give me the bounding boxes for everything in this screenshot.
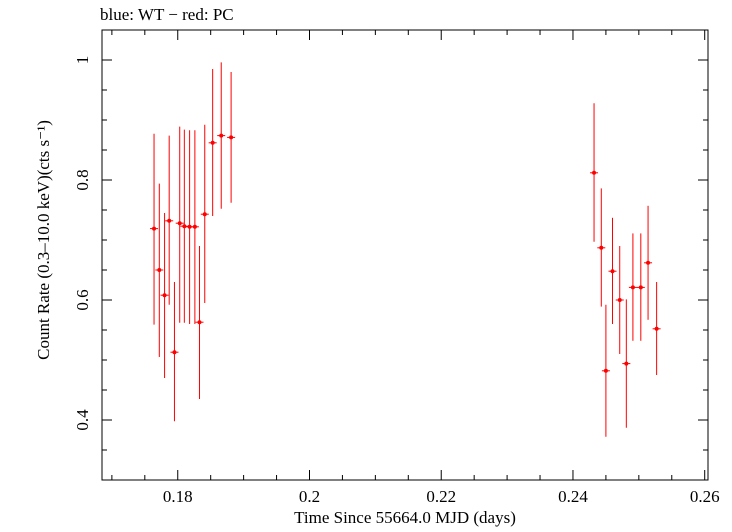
point-marker <box>603 368 608 373</box>
point-marker <box>187 224 192 229</box>
data-point <box>644 205 653 320</box>
point-marker <box>157 268 162 272</box>
point-marker <box>192 224 197 229</box>
point-marker <box>654 326 659 331</box>
data-point <box>608 217 617 324</box>
data-point <box>190 130 199 324</box>
point-marker <box>229 135 234 140</box>
data-point <box>597 188 606 307</box>
x-axis-ticks: 0.18 0.2 0.22 0.24 0.26 <box>111 30 720 506</box>
y-tick-label: 0.8 <box>73 169 92 190</box>
plot-frame <box>101 29 709 481</box>
point-marker <box>630 285 635 290</box>
data-point <box>227 72 236 203</box>
data-point <box>652 282 661 375</box>
point-marker <box>624 361 629 366</box>
data-point <box>195 246 204 399</box>
data-point <box>160 213 169 378</box>
y-axis-ticks: 0.4 0.6 0.8 1 <box>73 29 708 481</box>
point-marker <box>162 293 167 298</box>
point-marker <box>202 212 207 217</box>
data-point <box>628 233 637 341</box>
x-tick-label: 0.22 <box>426 487 456 506</box>
data-point <box>155 183 164 357</box>
point-marker <box>197 320 202 325</box>
data-points <box>150 62 661 437</box>
point-marker <box>617 298 622 302</box>
x-tick-label: 0.24 <box>558 487 588 506</box>
point-marker <box>210 140 215 145</box>
data-point <box>165 135 174 305</box>
data-point <box>170 282 179 422</box>
point-marker <box>638 285 643 290</box>
data-point <box>601 304 610 437</box>
data-point <box>200 124 209 303</box>
point-marker <box>172 350 177 355</box>
x-tick-label: 0.26 <box>690 487 720 506</box>
data-point <box>217 62 226 209</box>
x-tick-label: 0.18 <box>163 487 193 506</box>
data-point <box>615 246 624 354</box>
x-tick-label: 0.2 <box>299 487 320 506</box>
data-point <box>590 103 599 242</box>
point-marker <box>646 260 651 265</box>
y-axis-label: Count Rate (0.3–10.0 keV)(cts s⁻¹) <box>34 120 53 360</box>
y-tick-label: 0.6 <box>73 289 92 310</box>
y-tick-label: 1 <box>73 56 92 65</box>
point-marker <box>219 133 224 138</box>
data-point <box>180 129 189 323</box>
point-marker <box>610 269 615 274</box>
point-marker <box>182 224 187 229</box>
point-marker <box>599 245 604 250</box>
point-marker <box>177 221 182 226</box>
point-marker <box>152 226 157 231</box>
data-point <box>175 126 184 323</box>
data-point <box>208 69 217 216</box>
data-point <box>150 133 159 325</box>
data-point <box>622 299 631 428</box>
data-point <box>185 130 194 324</box>
point-marker <box>167 218 172 223</box>
chart-title: blue: WT − red: PC <box>100 5 234 24</box>
y-tick-label: 0.4 <box>73 409 92 431</box>
x-axis-label: Time Since 55664.0 MJD (days) <box>294 508 516 527</box>
point-marker <box>592 170 597 175</box>
data-point <box>636 233 645 341</box>
